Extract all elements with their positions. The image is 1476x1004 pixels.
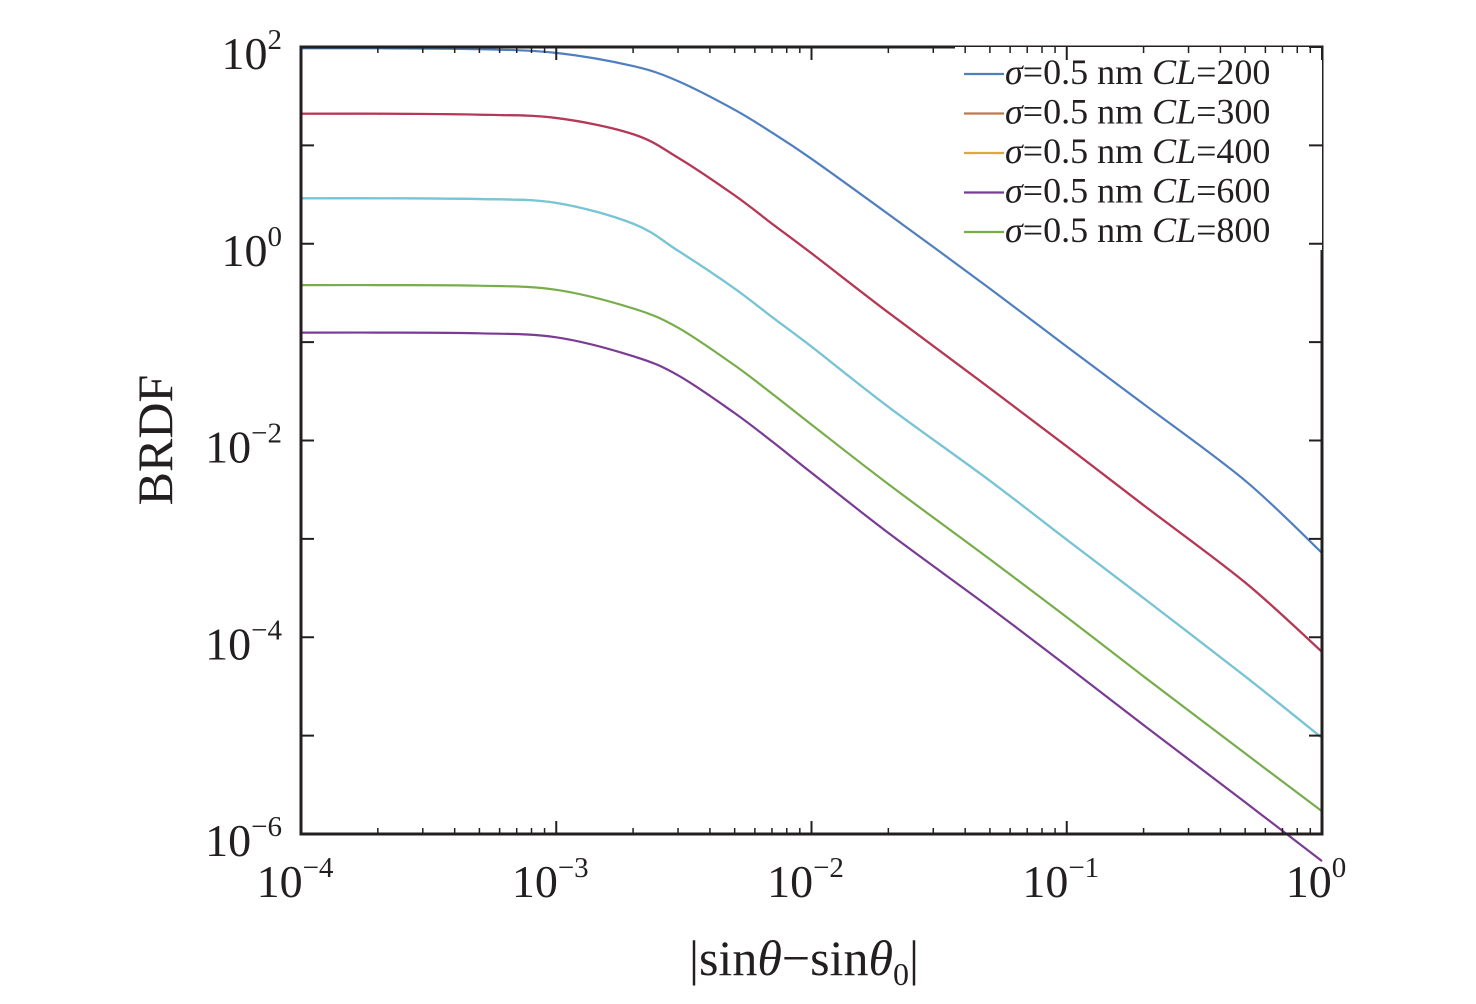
curve-line-cyan xyxy=(300,197,1323,739)
x-tick-label: 10−3 xyxy=(512,852,589,907)
curve-line-crimson xyxy=(300,112,1323,653)
x-axis-title: |sinθ−sinθ0| xyxy=(689,930,919,992)
legend-entry-label: σ=0.5 nm CL=200 xyxy=(1005,52,1270,92)
legend-box xyxy=(955,47,1322,250)
y-tick-label: 102 xyxy=(222,24,283,79)
y-axis-title: BRDF xyxy=(127,375,183,506)
legend-entry-label: σ=0.5 nm CL=400 xyxy=(1005,131,1270,171)
series-line-cl800 xyxy=(300,283,1323,813)
x-tick-label: 10−4 xyxy=(257,852,334,907)
legend-entry-label: σ=0.5 nm CL=600 xyxy=(1005,171,1270,211)
x-tick-label: 10−1 xyxy=(1022,852,1099,907)
y-tick-label: 100 xyxy=(222,221,283,276)
legend-entry-label: σ=0.5 nm CL=300 xyxy=(1005,92,1270,132)
y-tick-label: 10−6 xyxy=(205,811,282,866)
x-tick-label: 100 xyxy=(1286,852,1347,907)
x-tick-label: 10−2 xyxy=(767,852,844,907)
legend-entry-label: σ=0.5 nm CL=800 xyxy=(1005,210,1270,250)
y-tick-label: 10−4 xyxy=(205,614,282,669)
series-line-cl400 xyxy=(300,197,1323,739)
series-line-cl600 xyxy=(300,331,1323,862)
y-tick-label: 10−2 xyxy=(205,418,282,473)
